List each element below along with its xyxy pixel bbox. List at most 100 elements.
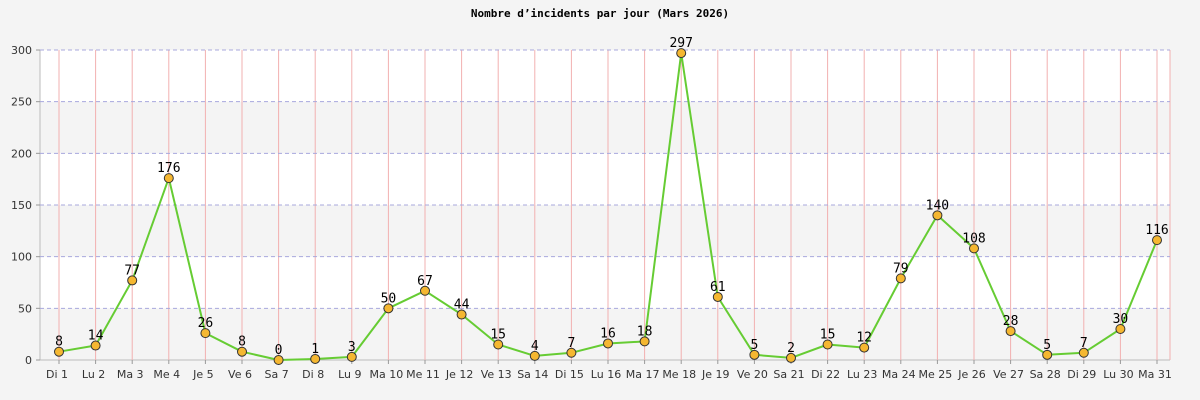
x-tick-label: Me 11 xyxy=(406,368,440,381)
x-tick-label: Lu 2 xyxy=(82,368,105,381)
plot-band xyxy=(40,256,1170,309)
data-point xyxy=(749,349,760,360)
y-tick-label: 50 xyxy=(18,302,32,315)
horizontal-gridlines xyxy=(40,49,1170,309)
x-tick-label: Sa 28 xyxy=(1030,368,1061,381)
data-label: 30 xyxy=(1113,312,1129,327)
data-labels: 8 14 77 176 26 8 0 1 3 50 67 44 15 4 7 16 18 297 61 5 2 15 12 7… xyxy=(55,36,1169,358)
plot-band xyxy=(40,50,1170,102)
data-point xyxy=(1005,326,1016,337)
data-label: 61 xyxy=(710,280,726,295)
x-tick-label: Di 8 xyxy=(302,368,324,381)
x-tick-label: Je 26 xyxy=(957,368,986,381)
data-label: 7 xyxy=(1080,336,1088,351)
data-point xyxy=(90,340,101,351)
data-label: 3 xyxy=(348,340,356,355)
data-label: 140 xyxy=(926,198,949,213)
data-label: 8 xyxy=(238,335,246,350)
data-point xyxy=(859,342,870,353)
data-label: 5 xyxy=(750,338,758,353)
x-tick-label: Ma 24 xyxy=(882,368,916,381)
data-label: 16 xyxy=(600,326,616,341)
data-label: 14 xyxy=(88,329,104,344)
x-tick-label: Ve 27 xyxy=(993,368,1024,381)
x-tick-label: Ve 20 xyxy=(737,368,768,381)
plot-band xyxy=(40,308,1170,360)
data-label: 297 xyxy=(669,36,692,51)
x-tick-label: Je 5 xyxy=(192,368,214,381)
data-label: 108 xyxy=(962,231,985,246)
data-label: 67 xyxy=(417,274,433,289)
x-tick-label: Sa 14 xyxy=(517,368,548,381)
x-tick-label: Lu 30 xyxy=(1103,368,1133,381)
data-point xyxy=(712,291,723,302)
data-label: 116 xyxy=(1145,223,1168,238)
x-tick-label: Sa 7 xyxy=(264,368,288,381)
data-label: 1 xyxy=(311,342,319,357)
data-point xyxy=(1078,347,1089,358)
x-tick-label: Di 15 xyxy=(555,368,584,381)
y-axis: 0 50 100 150 200 250 300 xyxy=(11,44,40,367)
y-tick-label: 100 xyxy=(11,251,32,264)
y-tick-label: 150 xyxy=(11,199,32,212)
x-tick-label: Ma 3 xyxy=(117,368,144,381)
data-point xyxy=(420,285,430,296)
data-point xyxy=(163,173,174,184)
data-point xyxy=(932,210,943,221)
data-point xyxy=(346,351,357,362)
plot-band xyxy=(40,153,1170,205)
x-tick-label: Lu 16 xyxy=(591,368,621,381)
data-point xyxy=(566,347,577,358)
x-tick-label: Me 25 xyxy=(919,368,953,381)
x-tick-label: Me 18 xyxy=(662,368,696,381)
data-label: 44 xyxy=(454,298,470,313)
x-tick-label: Di 1 xyxy=(46,368,68,381)
data-point xyxy=(786,352,796,363)
data-label: 28 xyxy=(1003,314,1019,329)
data-label: 4 xyxy=(531,339,539,354)
x-tick-label: Ma 10 xyxy=(370,368,404,381)
data-point xyxy=(822,339,833,350)
data-point xyxy=(1115,324,1126,334)
data-label: 0 xyxy=(275,343,283,358)
x-tick-label: Je 19 xyxy=(701,368,730,381)
data-point xyxy=(639,336,650,347)
plot-band xyxy=(40,205,1170,257)
plot-band xyxy=(40,101,1170,154)
data-label: 50 xyxy=(381,291,397,306)
x-tick-label: Sa 21 xyxy=(773,368,804,381)
plot-area xyxy=(39,50,1170,361)
data-label: 5 xyxy=(1043,338,1051,353)
data-point xyxy=(969,243,979,254)
x-tick-label: Me 4 xyxy=(153,368,180,381)
data-point xyxy=(273,355,284,365)
data-point xyxy=(493,339,504,350)
data-point xyxy=(603,338,613,349)
x-tick-label: Di 22 xyxy=(811,368,840,381)
x-tick-label: Ma 31 xyxy=(1138,368,1172,381)
data-label: 15 xyxy=(820,328,836,343)
data-point xyxy=(529,350,540,361)
data-point xyxy=(237,346,247,357)
data-label: 77 xyxy=(124,263,140,278)
data-point xyxy=(676,48,687,59)
data-label: 15 xyxy=(490,328,506,343)
y-tick-label: 300 xyxy=(11,44,32,57)
data-point xyxy=(383,303,394,314)
data-point xyxy=(1042,349,1053,360)
data-label: 7 xyxy=(567,336,575,351)
data-point xyxy=(200,328,211,339)
y-tick-label: 200 xyxy=(11,147,32,160)
data-point xyxy=(310,353,321,364)
data-point xyxy=(54,346,64,357)
y-tick-label: 250 xyxy=(11,96,32,109)
data-label: 8 xyxy=(55,335,63,350)
x-tick-label: Lu 9 xyxy=(338,368,361,381)
y-tick-label: 0 xyxy=(25,354,32,367)
data-point xyxy=(895,273,906,284)
data-label: 12 xyxy=(856,331,872,346)
x-tick-label: Lu 23 xyxy=(847,368,877,381)
x-axis: Di 1 Lu 2 Ma 3 Me 4 Je 5 Ve 6 Sa 7 Di 8 Lu 9 Ma 1… xyxy=(46,360,1172,381)
data-points xyxy=(54,48,1162,365)
